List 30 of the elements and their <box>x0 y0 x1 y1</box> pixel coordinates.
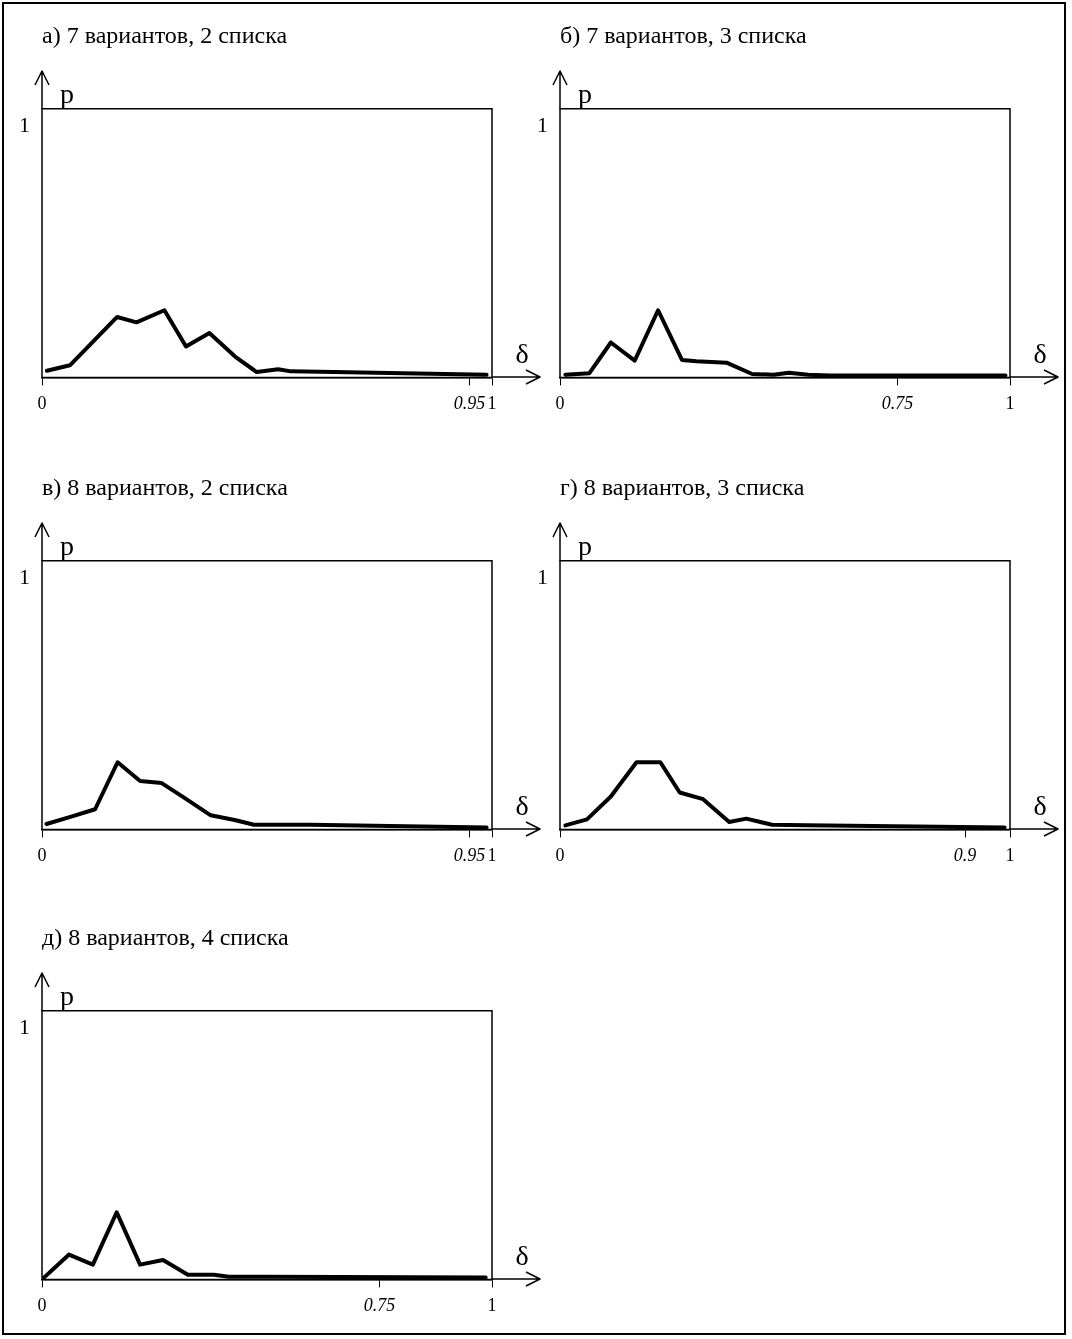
x-tick-label: 1 <box>1005 392 1015 413</box>
text: 1 <box>19 1013 30 1039</box>
x-tick-label: 0.95 <box>453 392 486 413</box>
chart-title: в) 8 вариантов, 2 списка <box>42 473 289 500</box>
x-tick-label: 0.75 <box>881 392 914 413</box>
text: 1 <box>19 563 30 589</box>
x-tick-label: 0.95 <box>453 844 486 865</box>
x-tick-label: 1 <box>1005 844 1015 865</box>
x-tick-label: 0.9 <box>953 844 977 865</box>
chart-title: а) 7 вариантов, 2 списка <box>42 21 288 48</box>
x-axis-title: δ <box>1033 338 1047 370</box>
x-axis-title: δ <box>515 790 529 822</box>
x-tick-label: 1 <box>487 392 497 413</box>
x-tick-label: 0 <box>555 392 565 413</box>
x-tick-label: 0 <box>555 844 565 865</box>
x-tick-label: 1 <box>487 1294 497 1315</box>
x-tick-label: 0 <box>37 392 47 413</box>
chart-title: б) 7 вариантов, 3 списка <box>560 21 807 48</box>
text: 1 <box>537 563 548 589</box>
x-tick-label: 0 <box>37 844 47 865</box>
x-axis-title: δ <box>515 338 529 370</box>
x-axis-title: δ <box>1033 790 1047 822</box>
text: 1 <box>537 111 548 137</box>
chart-title: д) 8 вариантов, 4 списка <box>42 923 289 950</box>
text: 1 <box>19 111 30 137</box>
x-tick-label: 1 <box>487 844 497 865</box>
x-axis-title: δ <box>515 1240 529 1272</box>
chart-title: г) 8 вариантов, 3 списка <box>560 473 805 500</box>
x-tick-label: 0.75 <box>363 1294 396 1315</box>
x-tick-label: 0 <box>37 1294 47 1315</box>
